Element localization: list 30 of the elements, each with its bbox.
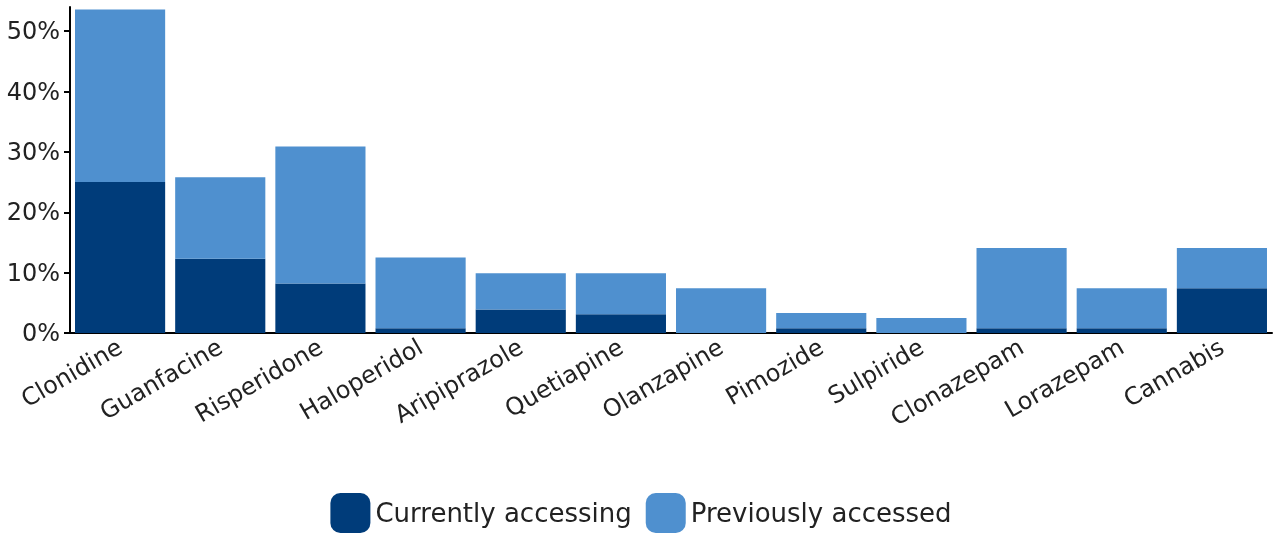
bar — [175, 258, 266, 333]
y-tick-label: 30% — [6, 137, 60, 166]
bar — [75, 9, 166, 183]
bar — [976, 247, 1067, 329]
bar — [1076, 288, 1167, 329]
bar — [575, 273, 666, 315]
bar — [1076, 328, 1167, 333]
bar — [375, 328, 466, 333]
bar — [575, 314, 666, 333]
bar — [275, 146, 366, 284]
y-tick-label: 50% — [6, 17, 60, 46]
bar — [1176, 247, 1267, 289]
bar — [776, 313, 867, 329]
y-tick-label: 20% — [6, 198, 60, 227]
bar — [976, 328, 1067, 333]
bar — [1176, 288, 1267, 333]
legend-label: Previously accessed — [690, 498, 952, 528]
y-tick-label: 40% — [6, 77, 60, 106]
bar — [75, 182, 166, 333]
y-tick-label: 10% — [6, 258, 60, 287]
y-tick-label: 0% — [21, 319, 60, 347]
bar — [475, 273, 566, 310]
bar — [375, 257, 466, 329]
bar — [475, 309, 566, 333]
bar — [175, 177, 266, 259]
legend-label: Currently accessing — [375, 498, 632, 528]
bar — [676, 288, 767, 333]
bar — [275, 283, 366, 333]
bar — [876, 317, 967, 333]
bar — [776, 328, 867, 333]
